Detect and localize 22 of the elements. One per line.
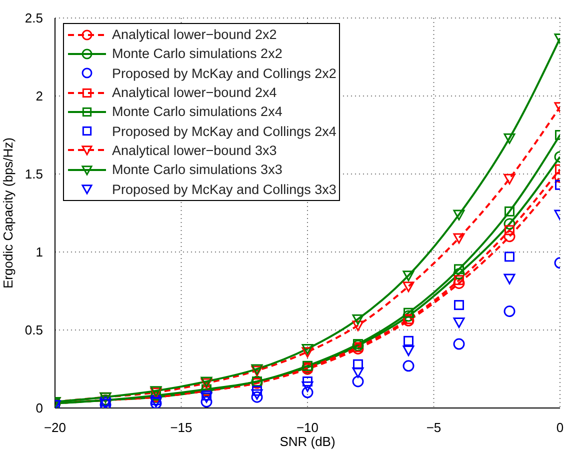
legend-label: Analytical lower−bound 3x3 [112, 142, 277, 158]
x-tick-label: −15 [170, 420, 192, 436]
legend-label: Proposed by McKay and Collings 2x2 [112, 66, 336, 81]
legend-label: Monte Carlo simulations 2x2 [112, 46, 282, 62]
x-axis-title: SNR (dB) [280, 434, 336, 449]
y-tick-label: 0 [36, 400, 43, 416]
y-tick-label: 1.5 [24, 166, 43, 182]
legend-label: Monte Carlo simulations 3x3 [112, 162, 282, 178]
y-tick-label: 0.5 [24, 322, 43, 338]
y-axis-title: Ergodic Capacity (bps/Hz) [0, 138, 16, 288]
x-tick-label: −20 [44, 420, 66, 436]
y-tick-label: 2.5 [24, 10, 43, 26]
x-tick-label: 0 [556, 420, 564, 436]
x-tick-label: −10 [296, 420, 319, 436]
legend-label: Proposed by McKay and Collings 3x3 [112, 182, 336, 197]
legend-label: Monte Carlo simulations 2x4 [112, 104, 282, 120]
legend-label: Proposed by McKay and Collings 2x4 [112, 124, 336, 139]
y-tick-label: 2 [36, 88, 43, 104]
legend-label: Analytical lower−bound 2x2 [112, 27, 277, 42]
x-tick-label: −5 [426, 420, 442, 436]
y-tick-label: 1 [36, 244, 43, 260]
legend-label: Analytical lower−bound 2x4 [112, 85, 277, 100]
